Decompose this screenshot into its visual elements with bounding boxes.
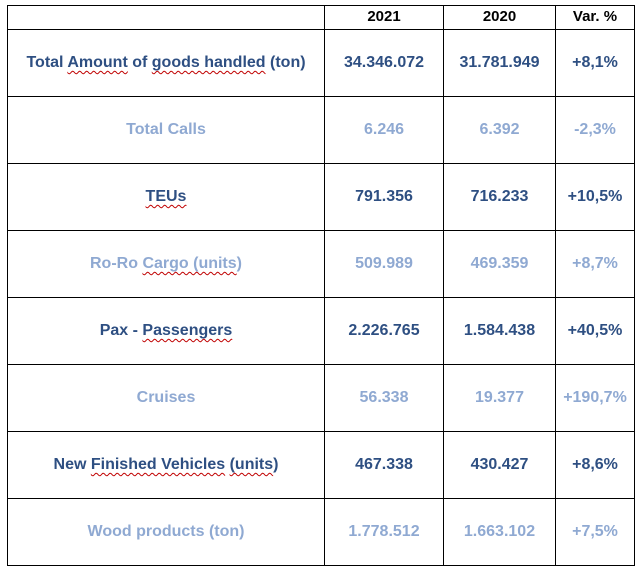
table-row: TEUs 791.356 716.233 +10,5% [7,163,635,231]
table-row: Ro-Ro Cargo (units) 509.989 469.359 +8,7% [7,230,635,298]
value-var-percent: +190,7% [555,364,635,432]
value-2021: 2.226.765 [324,297,444,365]
header-2020: 2020 [443,5,556,30]
table-body: Total Amount of goods handled (ton) 34.34… [7,29,635,566]
row-label: Total Amount of goods handled (ton) [7,29,325,97]
value-2020: 469.359 [443,230,556,298]
header-var-percent: Var. % [555,5,635,30]
row-label-part: goods handled [151,54,266,72]
value-var-percent: +10,5% [555,163,635,231]
row-label-part: TEUs [145,188,187,206]
row-label-part: Finished Vehicles [90,456,226,474]
value-var-percent: +40,5% [555,297,635,365]
row-label-part: Wood products (ton) [87,523,245,541]
value-2020: 1.584.438 [443,297,556,365]
row-label-part: Pax - [99,322,143,340]
header-empty-cell [7,5,325,30]
header-row: 2021 2020 Var. % [7,5,635,30]
row-label: Cruises [7,364,325,432]
value-var-percent: +7,5% [555,498,635,566]
row-label-part: Cargo (units [142,255,237,273]
row-label-part: Cruises [136,389,196,407]
table-row: Total Calls 6.246 6.392 -2,3% [7,96,635,164]
row-label-part: Amount [67,54,128,72]
row-label-part: ) [273,456,279,474]
value-2020: 6.392 [443,96,556,164]
row-label-part: Ro-Ro [90,255,143,273]
table-row: New Finished Vehicles (units) 467.338 430.… [7,431,635,499]
value-2020: 430.427 [443,431,556,499]
value-var-percent: +8,1% [555,29,635,97]
row-label: Pax - Passengers [7,297,325,365]
value-2021: 6.246 [324,96,444,164]
row-label-part: (ton) [265,54,306,72]
value-var-percent: +8,7% [555,230,635,298]
value-var-percent: -2,3% [555,96,635,164]
value-2021: 467.338 [324,431,444,499]
table-row: Wood products (ton) 1.778.512 1.663.102 +7,… [7,498,635,566]
value-var-percent: +8,6% [555,431,635,499]
value-2021: 1.778.512 [324,498,444,566]
row-label: Total Calls [7,96,325,164]
row-label-part: New [53,456,91,474]
value-2020: 19.377 [443,364,556,432]
table-row: Pax - Passengers 2.226.765 1.584.438 +40,5% [7,297,635,365]
value-2021: 791.356 [324,163,444,231]
row-label: TEUs [7,163,325,231]
value-2020: 716.233 [443,163,556,231]
row-label-part: of [127,54,152,72]
row-label: Ro-Ro Cargo (units) [7,230,325,298]
header-2021: 2021 [324,5,444,30]
value-2021: 509.989 [324,230,444,298]
value-2021: 34.346.072 [324,29,444,97]
table-row: Total Amount of goods handled (ton) 34.34… [7,29,635,97]
row-label-part: Total Calls [126,121,206,139]
value-2020: 31.781.949 [443,29,556,97]
row-label-part: (units [229,456,274,474]
row-label-part: Total [26,54,68,72]
value-2021: 56.338 [324,364,444,432]
row-label: Wood products (ton) [7,498,325,566]
port-statistics-table: 2021 2020 Var. % Total Amount of goods h… [7,5,635,566]
row-label: New Finished Vehicles (units) [7,431,325,499]
row-label-part: ) [236,255,242,273]
row-label-part: Passengers [142,322,233,340]
value-2020: 1.663.102 [443,498,556,566]
table-row: Cruises 56.338 19.377 +190,7% [7,364,635,432]
